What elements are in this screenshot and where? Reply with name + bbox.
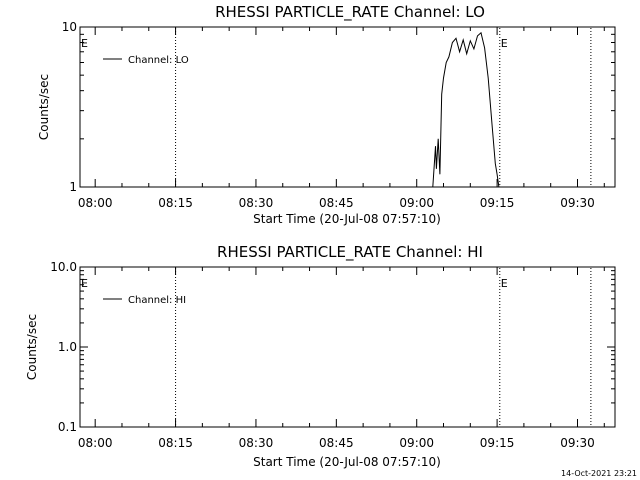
lo-series-line xyxy=(432,31,500,188)
lo-chart-title: RHESSI PARTICLE_RATE Channel: LO xyxy=(215,3,485,22)
lo-x-axis-label: Start Time (20-Jul-08 07:57:10) xyxy=(253,212,441,226)
lo-data-series xyxy=(432,31,500,188)
hi-edge-marker-label: E xyxy=(501,277,508,290)
lo-edge-marker-label: E xyxy=(81,37,88,50)
lo-x-tick-label: 08:00 xyxy=(78,196,113,210)
lo-x-tick-label: 09:00 xyxy=(399,196,434,210)
lo-x-tick-label: 08:15 xyxy=(158,196,193,210)
hi-x-tick-label: 09:00 xyxy=(399,436,434,450)
lo-x-tick-label: 08:45 xyxy=(319,196,354,210)
lo-x-axis: 08:00 08:15 08:30 08:45 09:00 09:15 09:30 xyxy=(78,27,605,210)
hi-x-axis-label: Start Time (20-Jul-08 07:57:10) xyxy=(253,455,441,469)
lo-y-tick-label: 10 xyxy=(62,20,77,34)
hi-channel-panel: RHESSI PARTICLE_RATE Channel: HI 08:00 08… xyxy=(25,243,616,469)
hi-y-tick-label: 1.0 xyxy=(58,340,77,354)
lo-plot-frame xyxy=(79,26,616,188)
hi-x-tick-label: 08:00 xyxy=(78,436,113,450)
lo-x-tick-label: 09:30 xyxy=(560,196,595,210)
hi-x-axis: 08:00 08:15 08:30 08:45 09:00 09:15 09:30 xyxy=(78,267,605,450)
lo-channel-panel: RHESSI PARTICLE_RATE Channel: LO 08:00 08… xyxy=(37,3,616,226)
generation-timestamp: 14-Oct-2021 23:21 xyxy=(561,469,637,478)
hi-y-axis-label: Counts/sec xyxy=(25,314,39,380)
hi-chart-title: RHESSI PARTICLE_RATE Channel: HI xyxy=(217,243,483,262)
hi-legend-label: Channel: HI xyxy=(128,295,186,306)
lo-legend-label: Channel: LO xyxy=(128,55,189,66)
hi-y-tick-label: 10.0 xyxy=(50,260,77,274)
lo-x-tick-label: 08:30 xyxy=(239,196,274,210)
hi-x-tick-label: 09:30 xyxy=(560,436,595,450)
hi-x-tick-label: 09:15 xyxy=(480,436,515,450)
hi-x-tick-label: 08:45 xyxy=(319,436,354,450)
hi-x-tick-label: 08:15 xyxy=(158,436,193,450)
hi-x-tick-label: 08:30 xyxy=(239,436,274,450)
lo-y-axis: 1 10 xyxy=(62,20,615,194)
lo-x-tick-label: 09:15 xyxy=(480,196,515,210)
hi-y-axis: 0.1 1.0 10.0 xyxy=(50,260,615,434)
lo-edge-marker-label: E xyxy=(501,37,508,50)
hi-edge-marker-label: E xyxy=(81,277,88,290)
hi-y-tick-label: 0.1 xyxy=(58,420,77,434)
lo-y-tick-label: 1 xyxy=(69,180,77,194)
lo-y-axis-label: Counts/sec xyxy=(37,74,51,140)
